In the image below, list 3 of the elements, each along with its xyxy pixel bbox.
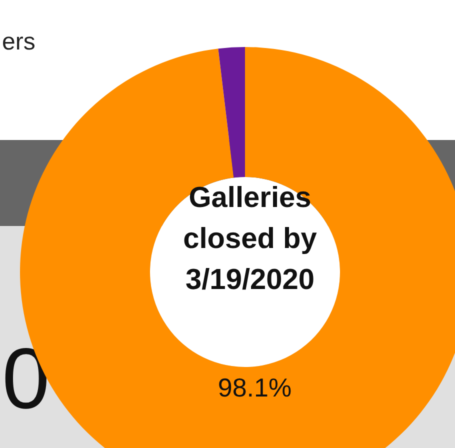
text: Galleries closed by 3/19/2020 bbox=[183, 182, 317, 296]
text: ers bbox=[2, 28, 36, 56]
data-label: 98.1% bbox=[218, 372, 292, 403]
